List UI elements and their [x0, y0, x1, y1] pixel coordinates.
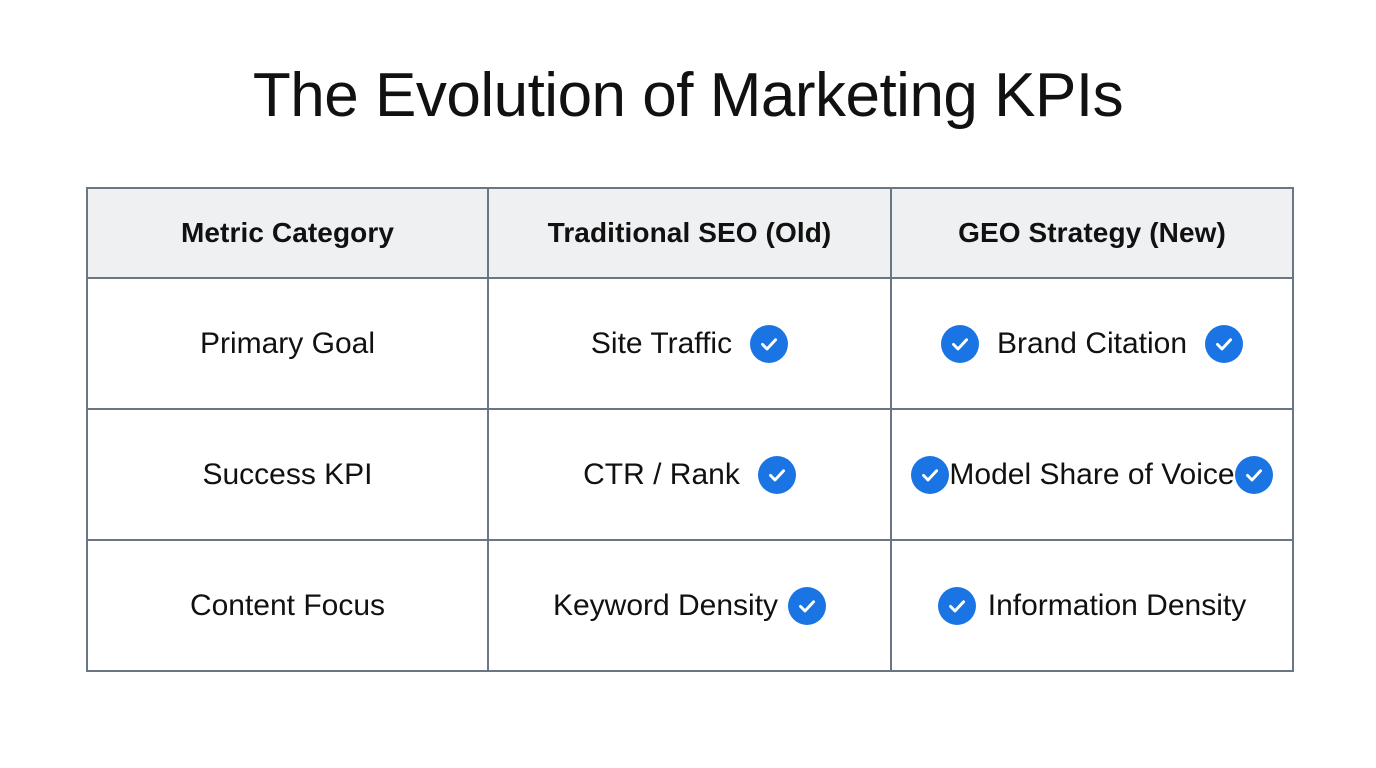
cell-metric-category: Success KPI	[86, 408, 489, 541]
cell-traditional-seo: CTR / Rank	[487, 408, 892, 541]
column-header-metric-category: Metric Category	[86, 187, 489, 279]
cell-label: Keyword Density	[552, 588, 779, 622]
table-row: Primary Goal Site Traffic	[86, 277, 1294, 410]
page-title: The Evolution of Marketing KPIs	[252, 61, 1124, 130]
cell-geo-strategy: Brand Citation	[890, 277, 1294, 410]
cell-label: Brand Citation	[996, 326, 1188, 360]
check-circle-icon	[788, 586, 827, 625]
cell-label: CTR / Rank	[583, 457, 740, 491]
table-header: Metric Category Traditional SEO (Old) GE…	[86, 187, 1294, 279]
cell-metric-category: Content Focus	[86, 539, 489, 672]
column-header-geo-strategy: GEO Strategy (New)	[890, 187, 1294, 279]
cell-metric-category: Primary Goal	[86, 277, 489, 410]
table-row: Content Focus Keyword Density	[86, 539, 1294, 672]
table-header-row: Metric Category Traditional SEO (Old) GE…	[86, 187, 1294, 279]
table-body: Primary Goal Site Traffic	[86, 277, 1294, 672]
cell-geo-strategy: Information Density	[890, 539, 1294, 672]
check-circle-icon	[1234, 455, 1273, 494]
check-circle-icon	[911, 455, 950, 494]
check-circle-icon	[1205, 324, 1244, 363]
kpi-comparison-table: Metric Category Traditional SEO (Old) GE…	[86, 187, 1294, 672]
cell-label: Information Density	[987, 588, 1247, 622]
table-row: Success KPI CTR / Rank	[86, 408, 1294, 541]
column-header-traditional-seo: Traditional SEO (Old)	[487, 187, 892, 279]
check-circle-icon	[750, 324, 789, 363]
cell-geo-strategy: Model Share of Voice	[890, 408, 1294, 541]
check-circle-icon	[937, 586, 976, 625]
cell-label: Site Traffic	[590, 326, 733, 360]
cell-traditional-seo: Site Traffic	[487, 277, 892, 410]
cell-traditional-seo: Keyword Density	[487, 539, 892, 672]
cell-label: Model Share of Voice	[949, 457, 1235, 491]
check-circle-icon	[940, 324, 979, 363]
check-circle-icon	[757, 455, 796, 494]
